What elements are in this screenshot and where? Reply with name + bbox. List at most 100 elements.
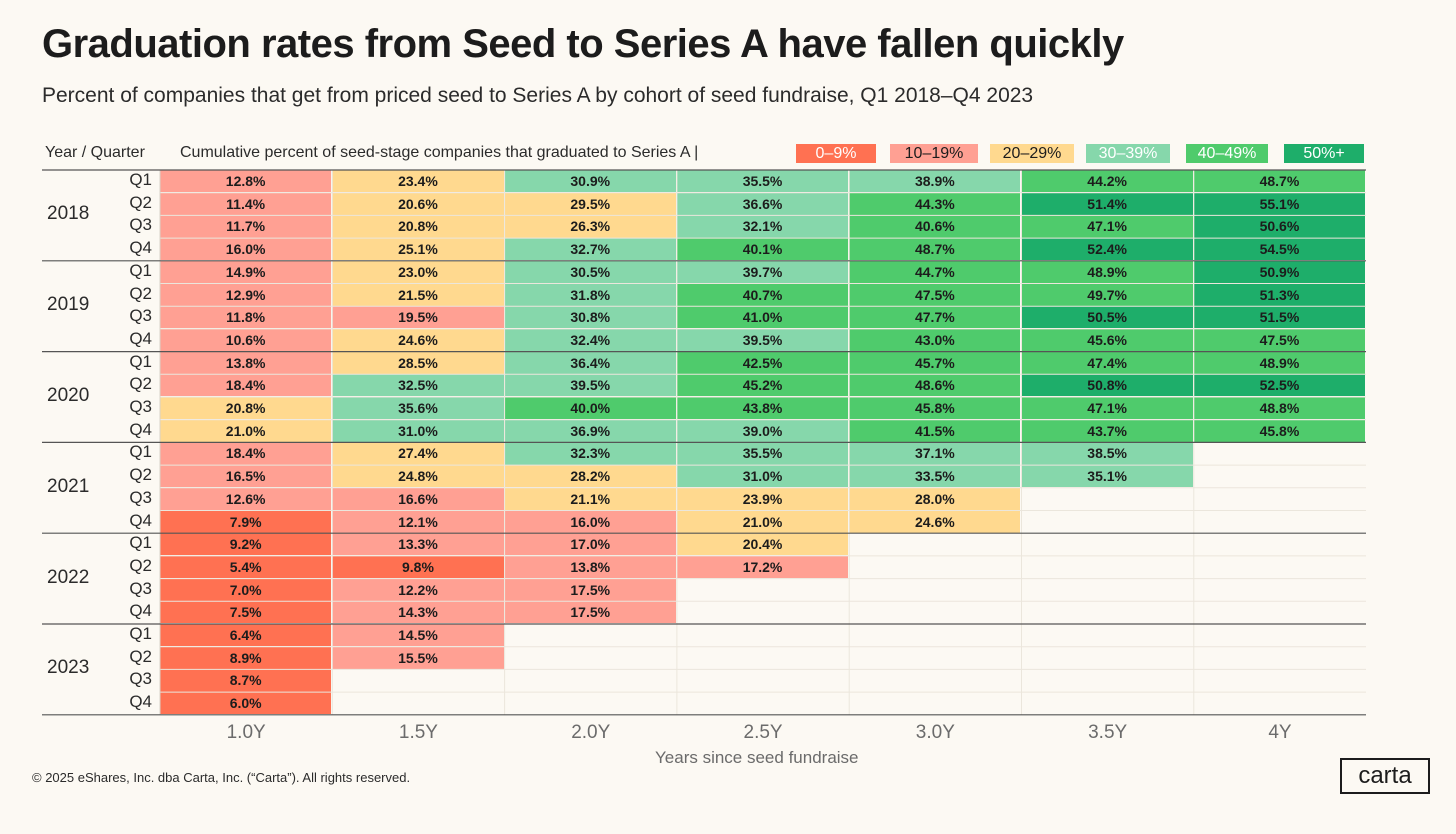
x-axis-title: Years since seed fundraise (655, 748, 859, 767)
x-tick-label: 4Y (1268, 722, 1292, 743)
heatmap-cell: 21.1% (504, 487, 676, 510)
quarter-label: Q2 (129, 374, 152, 394)
legend-item: 40–49% (1186, 144, 1268, 163)
heatmap-cell: 19.5% (332, 306, 504, 329)
heatmap-cell: 55.1% (1193, 192, 1366, 215)
year-label: 2021 (47, 475, 90, 497)
heatmap-cell: 47.5% (1193, 328, 1366, 352)
heatmap-cell: 45.7% (849, 351, 1021, 374)
heatmap-cell: 14.3% (332, 601, 504, 624)
heatmap-cell: 11.8% (160, 306, 332, 329)
x-tick-label: 1.0Y (226, 722, 266, 743)
x-tick-label: 1.5Y (398, 722, 438, 743)
heatmap-cell: 13.8% (160, 351, 332, 374)
heatmap-cell: 32.1% (676, 215, 849, 238)
quarter-label: Q4 (129, 601, 152, 621)
heatmap-cell: 47.1% (1021, 397, 1193, 420)
legend-item: 0–9% (796, 144, 876, 163)
heatmap-cell: 39.0% (676, 419, 849, 442)
heatmap-cell: 32.7% (504, 238, 676, 261)
quarter-label: Q4 (129, 328, 152, 348)
heatmap-cell: 36.6% (676, 192, 849, 215)
quarter-label: Q2 (129, 465, 152, 485)
heatmap-cell: 7.0% (160, 578, 332, 601)
heatmap-cell: 35.1% (1021, 465, 1193, 488)
heatmap-cell: 48.9% (1193, 351, 1366, 374)
heatmap-cell: 48.9% (1021, 260, 1193, 283)
legend-item: 20–29% (990, 144, 1074, 163)
legend-item: 10–19% (890, 144, 978, 163)
heatmap-cell: 36.4% (504, 351, 676, 374)
heatmap-cell: 48.7% (849, 238, 1021, 261)
quarter-label: Q2 (129, 192, 152, 212)
heatmap-cell: 28.2% (504, 465, 676, 488)
year-label: 2022 (47, 566, 90, 588)
heatmap-cell: 39.7% (676, 260, 849, 283)
heatmap-cell: 51.5% (1193, 306, 1366, 329)
heatmap-cell: 40.1% (676, 238, 849, 261)
heatmap-cell: 38.9% (849, 170, 1021, 193)
heatmap-cell: 50.5% (1021, 306, 1193, 329)
heatmap-cell: 7.5% (160, 601, 332, 624)
quarter-label: Q3 (129, 215, 152, 235)
x-tick-label: 3.0Y (915, 722, 955, 743)
header-cumulative: Cumulative percent of seed-stage compani… (180, 144, 699, 161)
heatmap-cell: 16.0% (504, 510, 676, 533)
heatmap-cell: 44.2% (1021, 170, 1193, 193)
heatmap-cell: 39.5% (676, 328, 849, 352)
heatmap-cell: 45.8% (1193, 419, 1366, 442)
heatmap-cell: 12.8% (160, 170, 332, 193)
legend-item: 30–39% (1086, 144, 1170, 163)
heatmap-cell: 45.2% (676, 374, 849, 397)
heatmap-cell: 14.5% (332, 624, 504, 647)
heatmap-cell: 50.9% (1193, 260, 1366, 283)
heatmap-cell: 52.5% (1193, 374, 1366, 397)
quarter-label: Q4 (129, 238, 152, 258)
heatmap-cell: 12.6% (160, 487, 332, 510)
heatmap-cell: 31.8% (504, 283, 676, 306)
heatmap-cell: 20.8% (332, 215, 504, 238)
heatmap-cell: 12.9% (160, 283, 332, 306)
quarter-label: Q2 (129, 283, 152, 303)
heatmap-cell: 48.8% (1193, 397, 1366, 420)
heatmap-cell: 47.1% (1021, 215, 1193, 238)
year-label: 2020 (47, 385, 90, 406)
heatmap-cell: 8.7% (160, 669, 332, 692)
quarter-label: Q1 (129, 533, 152, 553)
heatmap-cell: 44.3% (849, 192, 1021, 215)
chart-subtitle: Percent of companies that get from price… (42, 84, 1034, 107)
heatmap-cell: 29.5% (504, 192, 676, 215)
heatmap-cell: 13.3% (332, 533, 504, 556)
heatmap-cell: 21.0% (160, 419, 332, 442)
quarter-label: Q4 (129, 419, 152, 439)
heatmap-cell: 7.9% (160, 510, 332, 533)
heatmap-cell: 35.5% (676, 442, 849, 465)
heatmap-cell: 17.5% (504, 601, 676, 624)
heatmap-cell: 45.6% (1021, 328, 1193, 352)
quarter-label: Q2 (129, 555, 152, 575)
heatmap-cell: 25.1% (332, 238, 504, 261)
heatmap-cell: 16.5% (160, 465, 332, 488)
heatmap-cell: 52.4% (1021, 238, 1193, 261)
heatmap-cell: 20.4% (676, 533, 849, 556)
heatmap-cell: 40.7% (676, 283, 849, 306)
heatmap-cell: 39.5% (504, 374, 676, 397)
heatmap-cell: 41.5% (849, 419, 1021, 442)
heatmap-cell: 15.5% (332, 646, 504, 669)
heatmap-cell: 24.6% (849, 510, 1021, 533)
quarter-label: Q4 (129, 510, 152, 530)
heatmap-cell: 17.2% (676, 555, 849, 579)
heatmap-cell: 30.5% (504, 260, 676, 283)
heatmap-cell: 17.0% (504, 533, 676, 556)
heatmap-cell: 16.6% (332, 487, 504, 510)
heatmap-cell: 5.4% (160, 555, 332, 579)
heatmap-cell: 23.9% (676, 487, 849, 510)
x-tick-label: 3.5Y (1088, 722, 1128, 743)
heatmap-cell: 41.0% (676, 306, 849, 329)
heatmap-cell: 18.4% (160, 442, 332, 465)
heatmap-cell: 6.0% (160, 692, 332, 715)
heatmap-cell: 30.8% (504, 306, 676, 329)
quarter-label: Q4 (129, 692, 152, 712)
heatmap-cell: 51.4% (1021, 192, 1193, 215)
quarter-label: Q1 (129, 351, 152, 371)
